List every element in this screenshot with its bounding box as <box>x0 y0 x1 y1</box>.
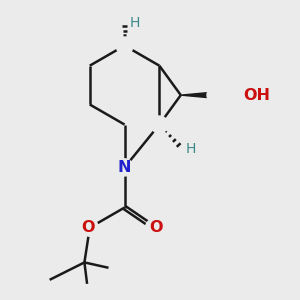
Polygon shape <box>181 92 216 98</box>
Text: O: O <box>149 220 163 235</box>
Text: H: H <box>186 142 196 156</box>
Circle shape <box>235 87 252 104</box>
Circle shape <box>151 116 168 133</box>
Circle shape <box>116 37 133 54</box>
Circle shape <box>81 219 98 236</box>
Text: H: H <box>130 16 140 30</box>
Circle shape <box>146 219 163 236</box>
Circle shape <box>207 87 224 104</box>
Text: OH: OH <box>244 88 271 103</box>
Circle shape <box>116 159 133 176</box>
Text: O: O <box>81 220 94 235</box>
Text: N: N <box>118 160 131 175</box>
